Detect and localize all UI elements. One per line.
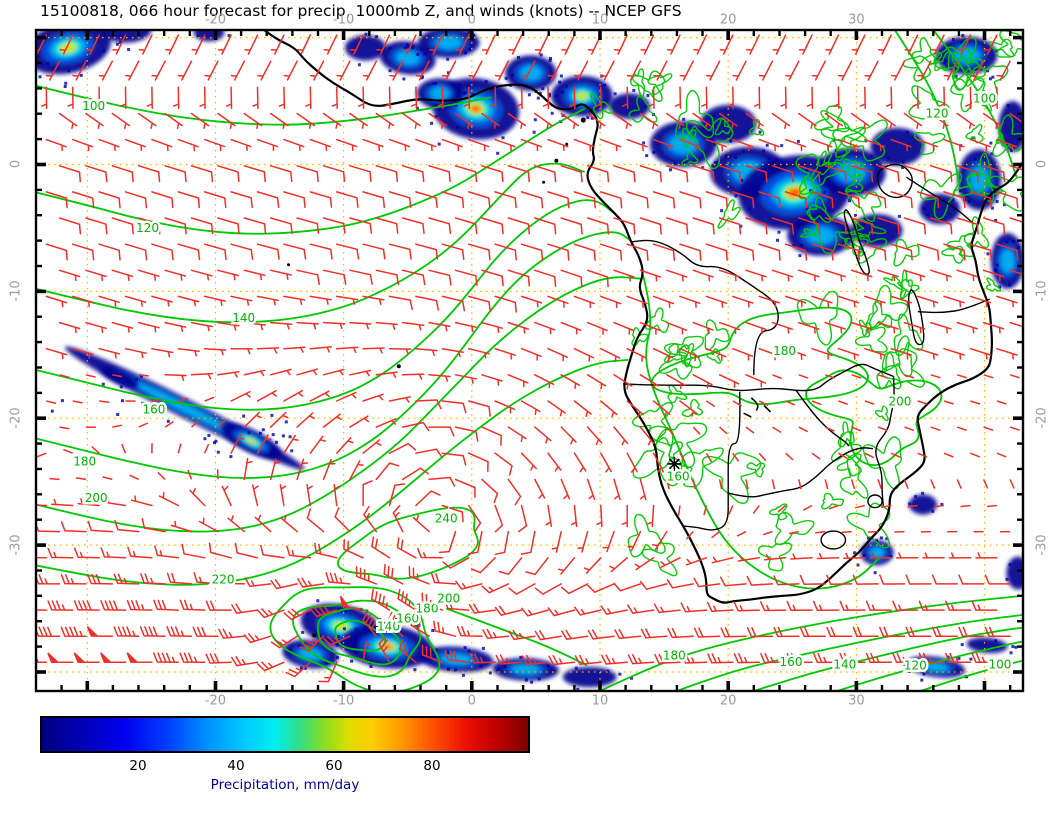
country-border <box>820 530 847 550</box>
lon-tick-label: -20 <box>204 693 227 709</box>
island-dot <box>312 633 317 638</box>
island-dot <box>542 180 546 184</box>
colorbar-tick: 80 <box>423 758 441 774</box>
precip-region <box>966 637 1008 654</box>
precip-region <box>221 422 282 460</box>
contour-label: 200 <box>85 491 108 505</box>
contour-label: 160 <box>142 402 165 416</box>
river-delta <box>743 412 752 418</box>
contour-label: 160 <box>396 612 419 626</box>
country-border <box>906 176 975 225</box>
country-border <box>875 376 895 506</box>
contour-label: 140 <box>232 311 255 325</box>
lon-tick-label: 30 <box>848 693 865 709</box>
lon-tick-label: 0 <box>467 12 476 28</box>
colorbar-caption: Precipitation, mm/day <box>210 777 360 793</box>
island-dot <box>565 142 569 146</box>
contour-label: 120 <box>904 659 927 673</box>
precip-region <box>870 127 925 166</box>
lon-tick-label: 20 <box>719 693 737 709</box>
map-frame <box>34 28 1025 693</box>
lat-tick-label: -10 <box>1034 280 1050 302</box>
lake-outline <box>843 209 870 275</box>
lon-tick-label: 0 <box>467 693 476 709</box>
lat-tick-label: 0 <box>8 160 24 169</box>
colorbar-tick: 40 <box>227 758 245 774</box>
lat-tick-label: 0 <box>1034 160 1050 169</box>
precip-region <box>860 540 894 566</box>
precip-region <box>998 101 1023 152</box>
contour-label: 200 <box>888 395 911 409</box>
colorbar-tick-labels: 20 40 60 80 <box>40 758 530 774</box>
contour-label: 140 <box>377 619 400 633</box>
island-dot <box>554 158 559 163</box>
lon-tick-label: 10 <box>591 693 609 709</box>
river-delta <box>750 397 759 411</box>
contour-label: 120 <box>136 221 159 235</box>
lon-tick-label: -10 <box>333 693 355 709</box>
country-border <box>683 391 741 531</box>
country-border <box>796 363 894 392</box>
colorbar-tick: 20 <box>129 758 147 774</box>
lon-tick-label: 10 <box>591 12 609 28</box>
lat-tick-label: -10 <box>8 280 24 302</box>
precip-region <box>282 639 339 669</box>
precip-region <box>100 367 139 388</box>
contour-label: 180 <box>73 454 96 468</box>
island-dot <box>580 117 586 123</box>
lat-tick-label: -20 <box>1034 407 1050 429</box>
country-border <box>917 298 990 314</box>
colorbar-tick: 60 <box>325 758 343 774</box>
lake-outline <box>907 289 925 346</box>
lon-tick-label: -10 <box>333 12 355 28</box>
precip-region <box>505 55 557 91</box>
latlon-grid-layer <box>36 30 1023 691</box>
contour-label: 200 <box>437 591 460 605</box>
contour-label: 220 <box>212 572 235 586</box>
contour-label: 240 <box>435 512 458 526</box>
contour-label: 100 <box>973 92 996 106</box>
precip-colorbar <box>40 716 530 753</box>
precip-region <box>417 30 480 58</box>
lon-tick-label: 20 <box>719 12 737 28</box>
river-delta <box>763 404 772 413</box>
contour-label: 180 <box>663 649 686 663</box>
island-dot <box>396 364 401 369</box>
contour-label: 120 <box>926 107 949 121</box>
contour-label: 160 <box>667 470 690 484</box>
precip-region <box>908 494 938 515</box>
island-dot <box>287 263 290 267</box>
contour-label: 140 <box>833 657 856 671</box>
lat-tick-label: -20 <box>8 407 24 429</box>
chart-title: 15100818, 066 hour forecast for precip, … <box>40 2 682 20</box>
country-border <box>728 447 874 498</box>
lat-tick-label: -30 <box>1034 534 1050 556</box>
precip-region <box>787 215 854 256</box>
lon-tick-label: 30 <box>848 12 865 28</box>
contour-label: 100 <box>82 99 105 113</box>
contour-label: 180 <box>773 344 796 358</box>
lon-tick-label: -20 <box>204 12 227 28</box>
lake-outline <box>876 163 913 199</box>
asterisk-marker <box>668 458 680 470</box>
precip-region <box>344 35 386 61</box>
lat-tick-label: -30 <box>8 534 24 556</box>
contour-label: 160 <box>780 655 803 669</box>
country-border <box>867 494 883 509</box>
country-border <box>623 383 797 392</box>
wind-barb-layer <box>36 34 1023 683</box>
contour-label: 180 <box>416 602 439 616</box>
precip-region <box>609 93 650 119</box>
contour-label: 100 <box>988 657 1011 671</box>
